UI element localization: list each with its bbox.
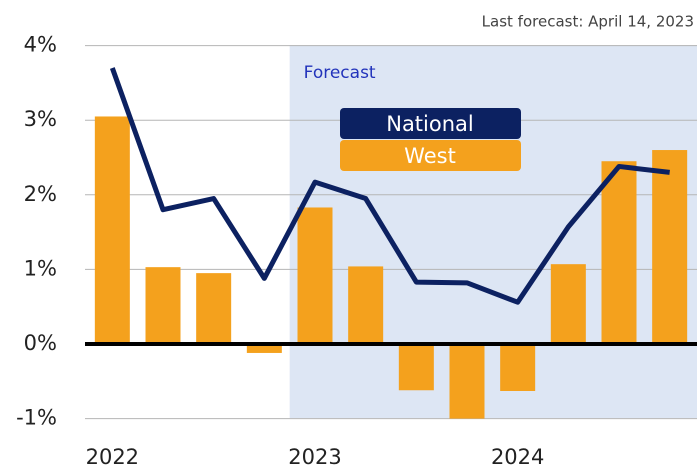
legend-swatch [340, 140, 521, 171]
legend-swatch [340, 108, 521, 139]
x-tick-label: 2023 [288, 445, 341, 469]
legend-label: West [404, 144, 456, 168]
bar [246, 344, 282, 353]
y-tick-label: 3% [24, 107, 57, 131]
bar [297, 207, 333, 344]
bar [550, 264, 586, 344]
forecast-label: Forecast [304, 63, 376, 83]
legend-label: National [386, 112, 474, 136]
bar [196, 273, 232, 344]
line [109, 67, 670, 305]
bar [601, 161, 637, 344]
chart-subtitle: Last forecast: April 14, 2023 [482, 13, 694, 31]
y-tick-label: 0% [24, 331, 57, 355]
bar [145, 267, 181, 344]
y-tick-label: 4% [24, 33, 57, 57]
y-tick-label: 2% [24, 182, 57, 206]
y-tick-label: -1% [16, 406, 57, 430]
bar [449, 344, 485, 419]
bar [398, 344, 434, 391]
x-tick-label: 2022 [86, 445, 139, 469]
bar [94, 116, 130, 344]
x-tick-label: 2024 [491, 445, 544, 469]
y-tick-label: 1% [24, 256, 57, 280]
bar [652, 150, 688, 344]
bar [500, 344, 536, 391]
bar [348, 266, 384, 344]
